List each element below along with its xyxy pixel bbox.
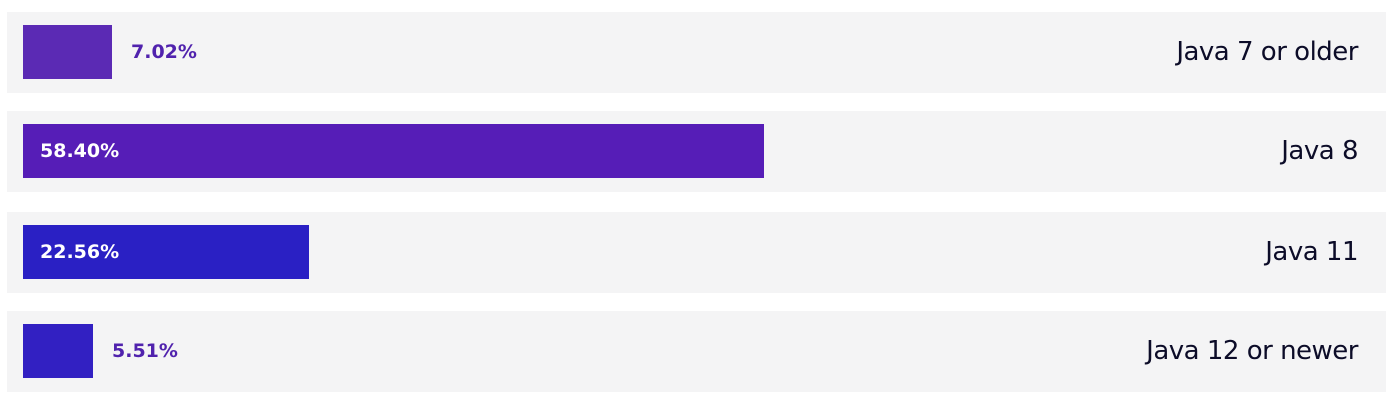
bar: [23, 25, 112, 79]
category-label: Java 12 or newer: [1146, 336, 1358, 366]
bar-row: 5.51% Java 12 or newer: [7, 311, 1386, 392]
bar-value-label: 22.56%: [40, 241, 120, 263]
category-label: Java 7 or older: [1176, 37, 1358, 67]
bar: [23, 124, 764, 178]
bar-row: 58.40% Java 8: [7, 111, 1386, 192]
bar-row: 7.02% Java 7 or older: [7, 12, 1386, 93]
category-label: Java 8: [1281, 136, 1358, 166]
bar-value-label: 5.51%: [112, 340, 178, 362]
bar-value-label: 58.40%: [40, 140, 120, 162]
bar-value-label: 7.02%: [131, 41, 197, 63]
category-label: Java 11: [1265, 237, 1358, 267]
bar: [23, 225, 309, 279]
bar-row: 22.56% Java 11: [7, 212, 1386, 293]
bar: [23, 324, 93, 378]
